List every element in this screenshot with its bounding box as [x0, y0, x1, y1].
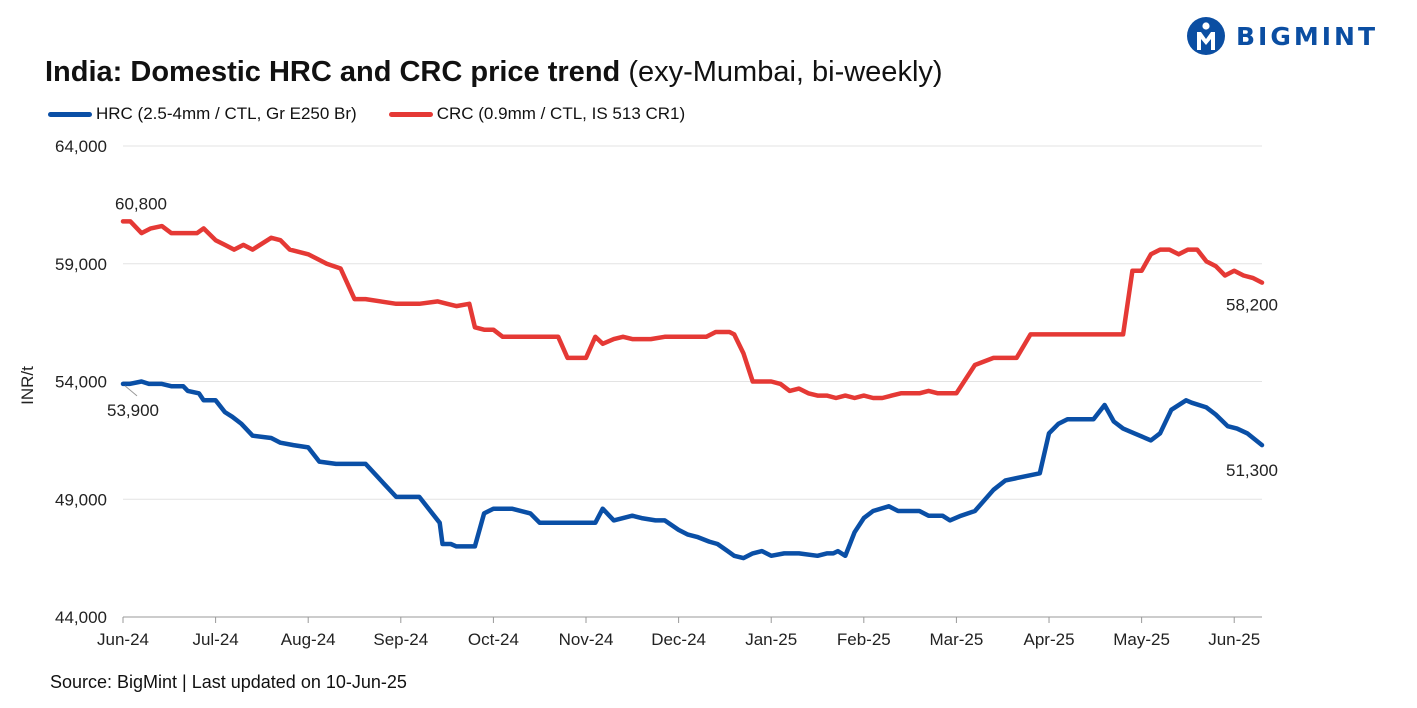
chart-title-main: India: Domestic HRC and CRC price trend — [45, 56, 621, 88]
legend-swatch-hrc — [48, 111, 92, 117]
x-tick-label: Oct-24 — [468, 630, 519, 649]
legend-swatch-crc — [388, 111, 433, 117]
x-tick-label: Jun-25 — [1208, 630, 1260, 649]
x-tick-label: Jan-25 — [745, 630, 797, 649]
x-tick-label: Feb-25 — [837, 630, 891, 649]
chart-legend: HRC (2.5-4mm / CTL, Gr E250 Br) CRC (0.9… — [48, 104, 717, 124]
x-tick-label: Dec-24 — [651, 630, 706, 649]
x-tick-label: Jun-24 — [97, 630, 149, 649]
source-note: Source: BigMint | Last updated on 10-Jun… — [50, 672, 407, 692]
bigmint-logo-icon — [1187, 17, 1225, 55]
x-tick-label: Apr-25 — [1024, 630, 1075, 649]
x-tick-label: Mar-25 — [929, 630, 983, 649]
y-axis-label: INR/t — [18, 366, 37, 405]
x-tick-label: Nov-24 — [559, 630, 614, 649]
legend-label-crc: CRC (0.9mm / CTL, IS 513 CR1) — [436, 104, 686, 123]
x-tick-label: May-25 — [1113, 630, 1170, 649]
x-tick-label: Aug-24 — [281, 630, 336, 649]
legend-item-hrc: HRC (2.5-4mm / CTL, Gr E250 Br) — [48, 104, 357, 124]
y-tick-label: 44,000 — [55, 608, 107, 627]
y-tick-label: 54,000 — [55, 373, 107, 392]
legend-label-hrc: HRC (2.5-4mm / CTL, Gr E250 Br) — [96, 104, 357, 123]
x-tick-label: Sep-24 — [373, 630, 428, 649]
legend-item-crc: CRC (0.9mm / CTL, IS 513 CR1) — [388, 104, 686, 124]
data-label-crc-start: 60,800 — [115, 194, 167, 213]
data-label-hrc-end: 51,300 — [1226, 461, 1278, 480]
data-label-hrc-start: 53,900 — [107, 401, 159, 420]
y-tick-label: 64,000 — [55, 137, 107, 156]
y-tick-label: 49,000 — [55, 490, 107, 509]
data-label-leader-hrc-start — [124, 385, 138, 397]
data-label-crc-end: 58,200 — [1226, 296, 1278, 315]
brand-name: BIGMINT — [1236, 21, 1379, 51]
series-line-crc — [120, 219, 1265, 401]
series-line-hrc — [120, 379, 1265, 561]
chart-title: India: Domestic HRC and CRC price trend … — [45, 56, 943, 89]
brand-logo: BIGMINT — [1186, 16, 1378, 56]
y-tick-label: 59,000 — [55, 255, 107, 274]
chart-title-suffix: (exy-Mumbai, bi-weekly) — [628, 56, 943, 88]
x-tick-label: Jul-24 — [192, 630, 238, 649]
